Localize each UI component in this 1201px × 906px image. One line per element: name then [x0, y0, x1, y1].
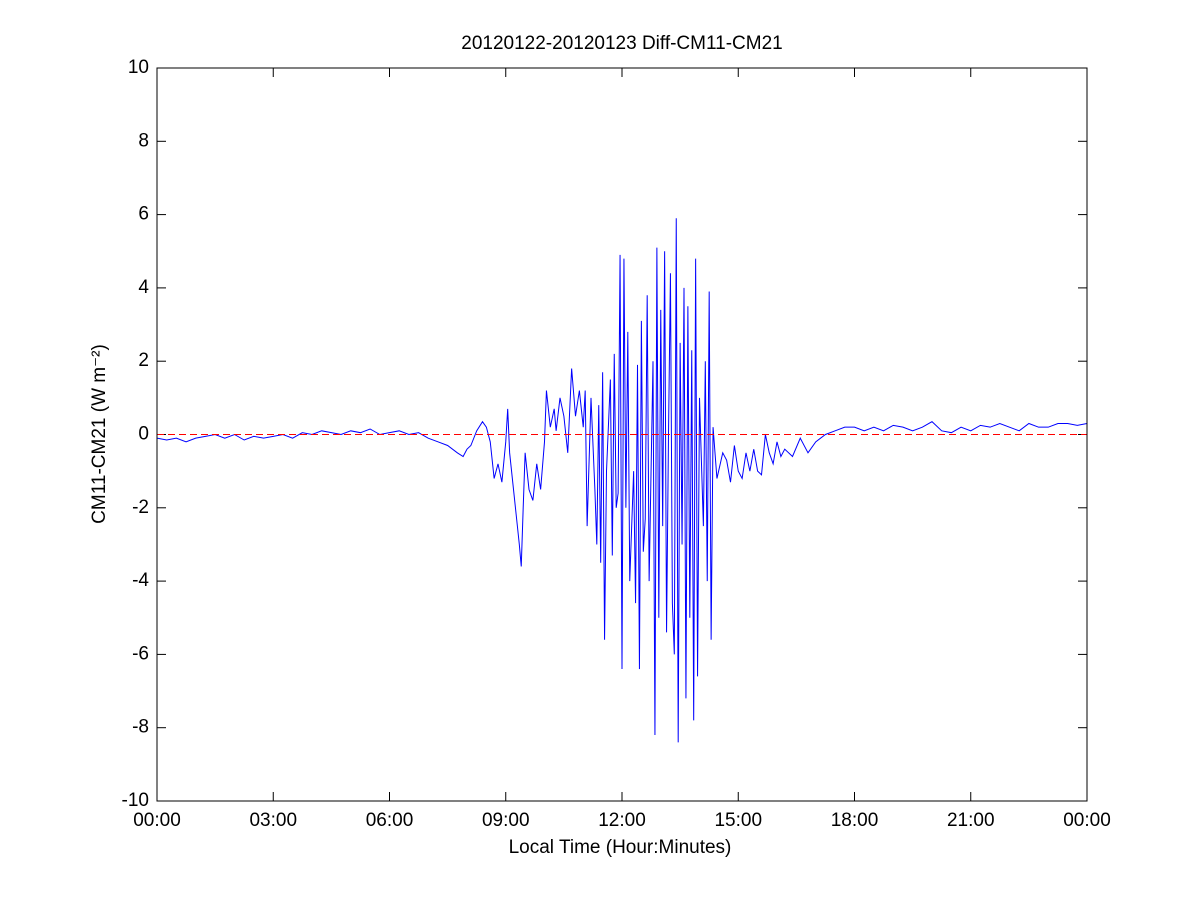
- x-tick-label: 00:00: [133, 810, 181, 831]
- x-tick-label: 00:00: [1063, 810, 1111, 831]
- y-tick-label: -10: [122, 790, 149, 811]
- x-tick-label: 09:00: [482, 810, 530, 831]
- chart-title: 20120122-20120123 Diff-CM11-CM21: [461, 33, 782, 54]
- y-tick-label: 10: [128, 57, 149, 78]
- x-tick-label: 18:00: [831, 810, 879, 831]
- x-axis-label: Local Time (Hour:Minutes): [509, 837, 732, 858]
- y-tick-label: -2: [132, 497, 149, 518]
- y-tick-label: -4: [132, 570, 149, 591]
- x-tick-label: 06:00: [366, 810, 414, 831]
- x-tick-label: 15:00: [714, 810, 762, 831]
- data-line: [156, 218, 1088, 743]
- y-tick-label: -8: [132, 717, 149, 738]
- x-tick-label: 03:00: [249, 810, 297, 831]
- y-tick-label: 2: [138, 350, 149, 371]
- y-tick-label: 4: [138, 277, 149, 298]
- y-tick-label: 0: [138, 424, 149, 445]
- plot-frame: [156, 67, 1088, 802]
- y-tick-label: 8: [138, 130, 149, 151]
- x-tick-label: 21:00: [947, 810, 995, 831]
- y-tick-label: -6: [132, 643, 149, 664]
- y-axis-label: CM11-CM21 (W m⁻²): [89, 344, 110, 524]
- x-tick-label: 12:00: [598, 810, 646, 831]
- y-tick-label: 6: [138, 204, 149, 225]
